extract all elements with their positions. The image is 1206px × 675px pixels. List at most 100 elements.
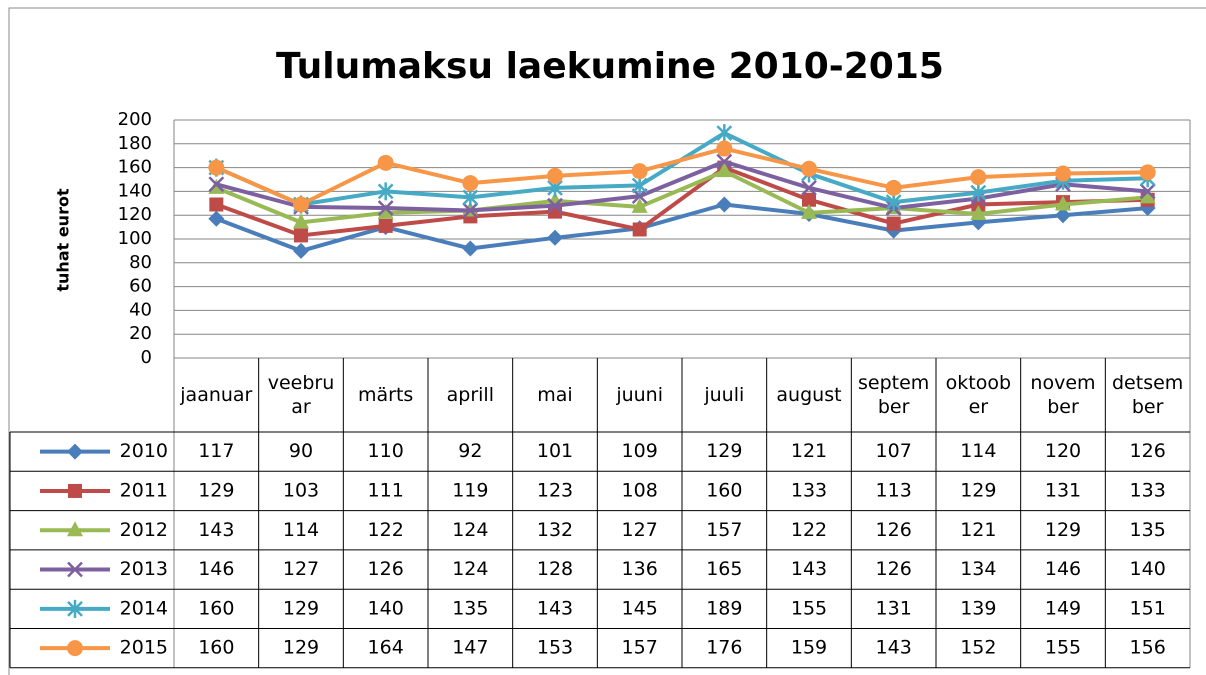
marker	[1139, 188, 1156, 204]
y-tick-label: 100	[118, 228, 152, 249]
data-point	[716, 196, 733, 213]
marker	[801, 203, 817, 219]
x-tick-label: märts	[358, 384, 414, 406]
table-cell: 133	[791, 479, 827, 501]
data-point	[716, 162, 733, 178]
table-cell: 165	[706, 558, 742, 580]
data-point	[885, 179, 902, 196]
marker	[716, 162, 733, 178]
table-cell: 160	[706, 479, 742, 501]
data-point	[208, 210, 225, 227]
table-cell: 164	[368, 637, 404, 659]
data-point	[801, 203, 817, 219]
marker	[970, 183, 987, 202]
marker	[462, 188, 479, 207]
table-cell: 153	[537, 637, 573, 659]
marker	[631, 163, 648, 180]
table-cell: 146	[1045, 558, 1081, 580]
marker	[801, 179, 817, 196]
table-cell: 127	[283, 558, 319, 580]
table-cell: 159	[791, 637, 827, 659]
marker	[1055, 165, 1071, 182]
table-cell: 121	[960, 519, 996, 541]
table-cell: 131	[1045, 479, 1081, 501]
table-cell: 149	[1045, 597, 1081, 619]
table-cell: 129	[1045, 519, 1081, 541]
table-cell: 92	[458, 440, 482, 462]
x-tick-label: august	[776, 384, 842, 406]
marker	[293, 242, 309, 259]
series-line	[215, 169, 1148, 225]
marker	[631, 176, 648, 195]
table-cell: 114	[960, 440, 996, 462]
series-line	[215, 159, 1148, 213]
marker	[67, 599, 83, 618]
marker	[1139, 183, 1156, 200]
y-tick-label: 60	[129, 276, 152, 297]
data-point	[886, 216, 901, 231]
marker	[67, 443, 83, 460]
data-point	[716, 140, 733, 157]
table-cell: 127	[622, 519, 658, 541]
series-line	[215, 165, 1148, 238]
table-cell: 147	[452, 637, 488, 659]
table-cell: 143	[791, 558, 827, 580]
table-cell: 129	[960, 479, 996, 501]
data-point	[68, 483, 82, 498]
data-point	[378, 218, 393, 233]
table-cell: 129	[283, 597, 319, 619]
data-point	[208, 159, 225, 176]
table-cell: 114	[283, 519, 319, 541]
marker	[67, 640, 83, 657]
table-cell: 120	[1045, 440, 1081, 462]
table-cell: 151	[1130, 597, 1166, 619]
x-tick-label: veebruar	[267, 372, 335, 418]
data-point	[462, 240, 479, 257]
data-point	[67, 521, 83, 537]
legend-label: 2013	[120, 558, 168, 580]
table-cell: 155	[791, 597, 827, 619]
data-point	[970, 183, 987, 202]
marker	[886, 216, 901, 231]
table-cell: 160	[198, 597, 234, 619]
table-cell: 160	[198, 637, 234, 659]
y-tick-label: 0	[141, 347, 152, 368]
table-cell: 129	[706, 440, 742, 462]
marker	[802, 192, 816, 207]
table-cell: 90	[289, 440, 313, 462]
data-point	[547, 229, 563, 246]
table-cell: 140	[368, 597, 404, 619]
marker	[885, 193, 902, 212]
table-cell: 157	[622, 637, 658, 659]
data-point	[1055, 207, 1071, 224]
table-cell: 140	[1130, 558, 1166, 580]
y-tick-label: 180	[118, 133, 152, 154]
data-point	[885, 193, 902, 212]
data-point	[801, 160, 817, 177]
data-point	[1139, 164, 1156, 181]
marker	[801, 160, 817, 177]
y-tick-label: 80	[129, 252, 152, 273]
data-point	[462, 175, 479, 192]
marker	[1055, 207, 1071, 224]
marker	[377, 203, 394, 219]
table-cell: 136	[622, 558, 658, 580]
table-cell: 113	[876, 479, 912, 501]
y-tick-label: 40	[129, 299, 152, 320]
table-cell: 123	[537, 479, 573, 501]
data-point	[67, 640, 83, 657]
data-point	[631, 197, 648, 213]
table-cell: 117	[198, 440, 234, 462]
table-cell: 111	[368, 479, 404, 501]
marker	[293, 196, 309, 213]
data-point	[293, 213, 309, 229]
marker	[547, 197, 563, 214]
chart-frame	[8, 7, 1206, 675]
marker	[1139, 164, 1156, 181]
x-tick-label: oktoober	[945, 372, 1012, 418]
data-point	[377, 182, 394, 201]
marker	[208, 159, 225, 176]
marker	[68, 483, 82, 498]
table-cell: 157	[706, 519, 742, 541]
marker	[294, 228, 308, 243]
